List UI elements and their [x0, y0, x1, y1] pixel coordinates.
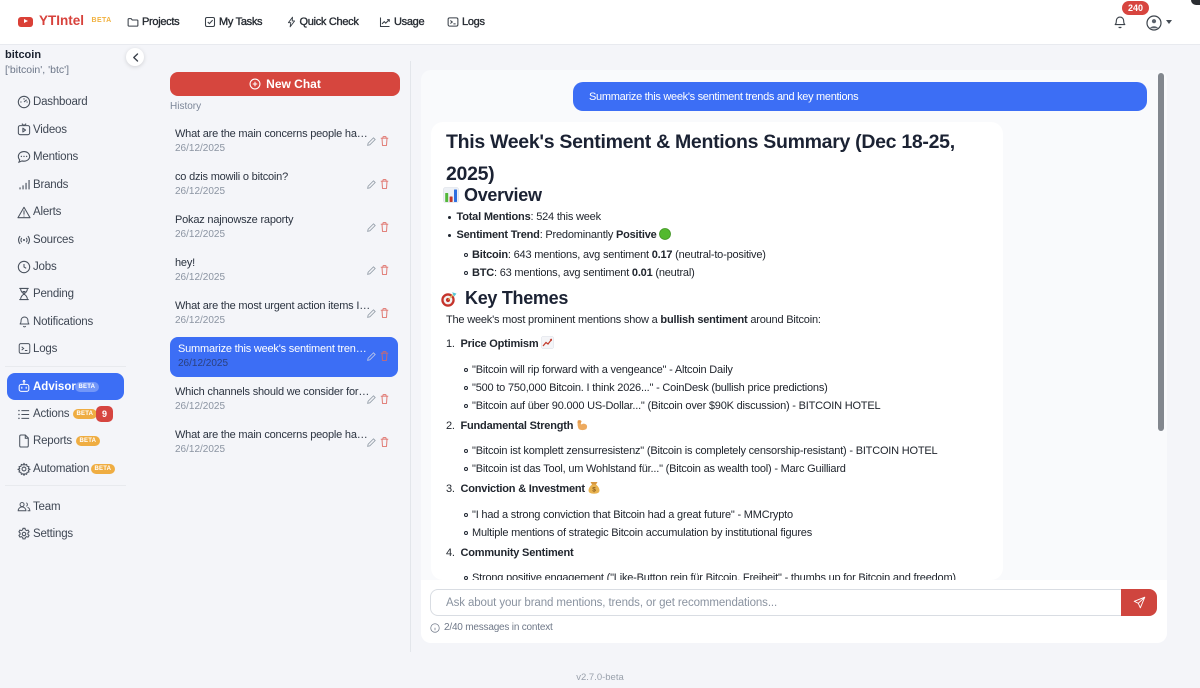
svg-text:$: $	[592, 487, 596, 494]
